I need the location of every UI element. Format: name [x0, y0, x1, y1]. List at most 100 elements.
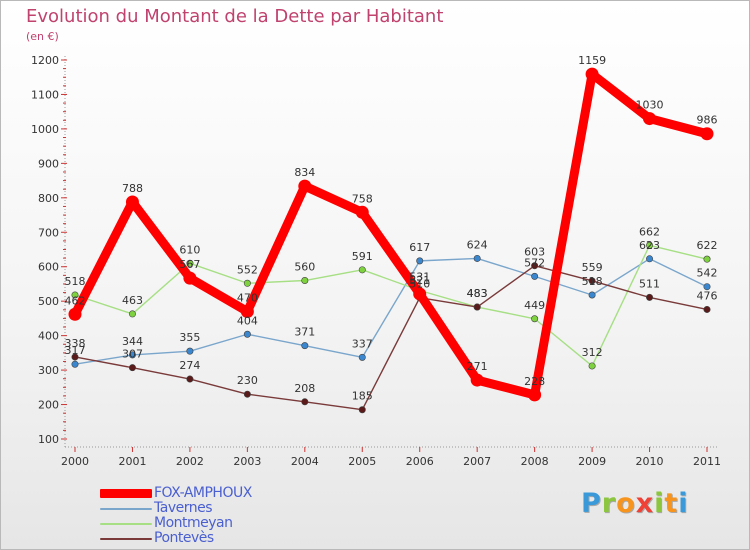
x-tick-label: 2008	[521, 455, 549, 468]
data-label: 344	[122, 335, 143, 348]
data-label: 758	[352, 192, 373, 205]
series-point	[703, 255, 711, 263]
x-tick-label: 2003	[233, 455, 261, 468]
data-label: 662	[639, 225, 660, 238]
legend-label: Pontevès	[154, 530, 214, 546]
x-tick-label: 2010	[636, 455, 664, 468]
y-tick-label: 1100	[31, 88, 59, 101]
data-label: 317	[65, 344, 86, 357]
data-label: 834	[294, 166, 315, 179]
data-label: 449	[524, 299, 545, 312]
series-point	[128, 351, 136, 359]
series-point	[71, 353, 79, 361]
y-tick-label: 900	[38, 157, 59, 170]
legend-item: Montmeyan	[100, 515, 360, 531]
data-label: 603	[524, 246, 545, 259]
data-label: 462	[65, 294, 86, 307]
legend-item: Pontevès	[100, 530, 360, 546]
data-label: 531	[409, 271, 430, 284]
legend-item: FOX-AMPHOUX	[100, 485, 360, 501]
legend-swatch	[100, 523, 152, 525]
series-point	[646, 255, 654, 263]
series-point	[531, 315, 539, 323]
data-label: 986	[697, 114, 718, 127]
series-point	[186, 259, 194, 267]
series-point	[588, 277, 596, 285]
data-label: 1030	[636, 99, 664, 112]
series-point	[531, 262, 539, 270]
axes: 100 200 300 400 500 600 700 800 900 1000 1100 1200 2…	[31, 54, 721, 468]
data-label: 185	[352, 390, 373, 403]
data-label: 463	[122, 294, 143, 307]
series-point	[413, 287, 427, 301]
data-label: 518	[582, 275, 603, 288]
series-point	[585, 67, 599, 81]
brand-letter: i	[654, 488, 665, 519]
data-label: 208	[294, 382, 315, 395]
data-label: 510	[409, 278, 430, 291]
series-point	[588, 291, 596, 299]
brand-letter: t	[664, 488, 679, 519]
series-point	[355, 205, 369, 219]
series-point	[358, 353, 366, 361]
data-label: 591	[352, 250, 373, 263]
brand-letter: P	[581, 488, 602, 519]
data-label: 355	[179, 331, 200, 344]
brand-letter: x	[635, 488, 655, 519]
series-point	[240, 305, 254, 319]
data-label: 518	[65, 275, 86, 288]
series-point	[646, 241, 654, 249]
legend-label: FOX-AMPHOUX	[154, 485, 252, 501]
data-label: 476	[697, 289, 718, 302]
data-labels: 317 344 355 404 371 337 617 624 572 518 623 542 518 4…	[65, 54, 718, 403]
series-point	[301, 398, 309, 406]
x-tick-label: 2007	[463, 455, 491, 468]
data-label: 312	[582, 346, 603, 359]
y-tick-label: 200	[38, 399, 59, 412]
data-label: 521	[409, 274, 430, 287]
series-point	[301, 277, 309, 285]
series-point	[470, 373, 484, 387]
data-label: 567	[179, 258, 200, 271]
data-label: 624	[467, 238, 488, 251]
data-label: 511	[639, 277, 660, 290]
series-point	[183, 271, 197, 285]
series-point	[416, 257, 424, 265]
legend: FOX-AMPHOUX Tavernes Montmeyan Pontevès	[100, 485, 360, 546]
data-label: 610	[179, 243, 200, 256]
data-label: 371	[294, 326, 315, 339]
data-label: 274	[179, 359, 200, 372]
series-point	[186, 375, 194, 383]
y-tick-label: 600	[38, 261, 59, 274]
series-point	[528, 388, 542, 402]
series-point	[473, 303, 481, 311]
y-tick-label: 1200	[31, 54, 59, 67]
series-point	[128, 364, 136, 372]
brand-logo: Proxiti	[581, 488, 689, 519]
series-point	[358, 406, 366, 414]
series-point	[358, 266, 366, 274]
data-label: 552	[237, 263, 258, 276]
x-tick-label: 2005	[348, 455, 376, 468]
data-label: 542	[697, 267, 718, 280]
y-tick-label: 1000	[31, 123, 59, 136]
series-point	[473, 254, 481, 262]
data-label: 470	[237, 292, 258, 305]
legend-swatch	[100, 489, 152, 498]
data-label: 483	[467, 287, 488, 300]
chart-title: Evolution du Montant de la Dette par Hab…	[26, 6, 444, 27]
data-label: 338	[65, 337, 86, 350]
x-tick-label: 2011	[693, 455, 721, 468]
series-point	[68, 307, 82, 321]
series-point	[243, 330, 251, 338]
y-tick-label: 300	[38, 364, 59, 377]
data-label: 271	[467, 360, 488, 373]
series-point	[588, 362, 596, 370]
data-label: 788	[122, 182, 143, 195]
series-layer	[68, 67, 714, 414]
y-tick-label: 800	[38, 192, 59, 205]
data-label: 483	[467, 287, 488, 300]
series-point	[186, 347, 194, 355]
legend-swatch	[100, 538, 152, 540]
